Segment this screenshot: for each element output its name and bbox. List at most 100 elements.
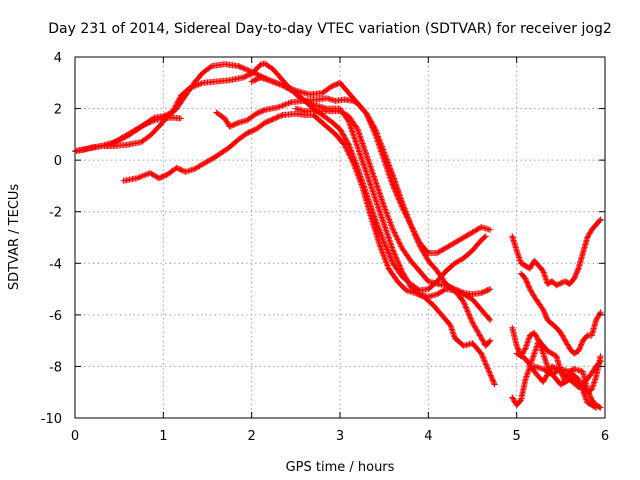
data-point bbox=[597, 358, 604, 365]
data-point bbox=[347, 154, 354, 161]
data-point bbox=[401, 209, 408, 216]
data-point bbox=[374, 222, 381, 229]
data-point bbox=[345, 150, 352, 157]
data-point bbox=[402, 210, 409, 217]
data-point bbox=[579, 386, 586, 393]
series-arc-6 bbox=[248, 74, 494, 256]
data-point bbox=[434, 249, 441, 256]
data-point bbox=[402, 211, 409, 218]
data-point bbox=[338, 128, 345, 135]
data-point bbox=[453, 259, 460, 266]
data-point bbox=[514, 344, 521, 351]
data-point bbox=[549, 363, 555, 370]
data-point bbox=[542, 367, 549, 374]
data-point bbox=[278, 103, 285, 110]
data-point bbox=[444, 244, 451, 251]
data-point bbox=[118, 135, 125, 142]
data-point bbox=[456, 236, 463, 243]
data-point bbox=[552, 368, 559, 375]
data-point bbox=[133, 175, 140, 182]
data-point bbox=[189, 83, 196, 90]
data-point bbox=[261, 119, 268, 126]
data-point bbox=[473, 326, 480, 333]
data-point bbox=[390, 247, 396, 254]
data-point bbox=[281, 101, 288, 108]
data-point bbox=[279, 82, 286, 89]
data-point bbox=[150, 172, 157, 179]
data-point bbox=[395, 196, 402, 203]
data-point bbox=[480, 354, 487, 361]
data-point bbox=[584, 399, 591, 406]
data-point bbox=[275, 113, 282, 120]
data-point bbox=[579, 387, 586, 394]
data-point bbox=[408, 222, 415, 229]
data-point bbox=[548, 350, 555, 357]
data-point bbox=[401, 273, 408, 280]
data-point bbox=[578, 383, 585, 390]
data-point bbox=[586, 230, 593, 237]
data-point bbox=[346, 152, 353, 159]
data-point bbox=[331, 81, 338, 88]
data-point bbox=[246, 71, 253, 78]
data-point bbox=[237, 64, 244, 71]
data-point bbox=[355, 174, 362, 181]
data-point bbox=[575, 347, 582, 354]
data-point bbox=[404, 216, 411, 223]
data-point bbox=[354, 169, 361, 176]
data-point bbox=[242, 73, 249, 80]
data-point bbox=[343, 111, 350, 118]
data-point bbox=[378, 233, 385, 240]
data-point bbox=[399, 204, 406, 211]
data-point bbox=[254, 75, 261, 82]
data-point bbox=[470, 320, 477, 327]
data-point bbox=[593, 404, 600, 411]
data-point bbox=[561, 336, 568, 343]
data-point bbox=[521, 347, 528, 354]
data-point bbox=[423, 253, 430, 260]
data-point bbox=[587, 229, 594, 236]
data-point bbox=[490, 378, 497, 385]
y-tick-label: 2 bbox=[54, 103, 62, 118]
data-point bbox=[485, 286, 492, 293]
chart-title: Day 231 of 2014, Sidereal Day-to-day VTE… bbox=[48, 21, 611, 37]
data-point bbox=[375, 225, 382, 232]
data-point bbox=[388, 256, 395, 263]
data-point bbox=[224, 119, 231, 126]
grid-layer bbox=[75, 57, 605, 418]
data-point bbox=[390, 226, 396, 233]
data-point bbox=[597, 353, 604, 360]
data-point bbox=[575, 376, 582, 383]
data-point bbox=[173, 101, 180, 108]
data-point bbox=[259, 107, 266, 114]
data-point bbox=[170, 106, 177, 113]
data-point bbox=[392, 232, 399, 239]
data-point bbox=[244, 72, 251, 79]
data-point bbox=[391, 250, 398, 257]
data-point bbox=[191, 83, 198, 90]
data-point bbox=[174, 99, 181, 106]
data-point bbox=[395, 261, 402, 268]
data-point bbox=[510, 396, 517, 403]
data-point bbox=[333, 81, 340, 88]
data-point bbox=[366, 117, 373, 124]
data-point bbox=[553, 282, 560, 289]
data-point bbox=[443, 282, 449, 289]
data-point bbox=[585, 231, 592, 238]
data-point bbox=[281, 82, 288, 89]
data-point bbox=[363, 110, 370, 117]
data-point bbox=[585, 233, 592, 240]
data-point bbox=[487, 337, 494, 344]
data-point bbox=[542, 375, 549, 382]
data-point bbox=[380, 252, 387, 259]
data-point bbox=[276, 81, 283, 88]
data-point bbox=[141, 172, 148, 179]
data-point bbox=[543, 373, 550, 380]
data-point bbox=[245, 67, 252, 74]
data-point bbox=[234, 120, 241, 127]
data-point bbox=[474, 328, 481, 335]
data-point bbox=[394, 235, 401, 242]
data-point bbox=[554, 368, 561, 375]
data-point bbox=[597, 216, 604, 223]
data-point bbox=[563, 340, 570, 347]
data-point bbox=[476, 331, 483, 338]
